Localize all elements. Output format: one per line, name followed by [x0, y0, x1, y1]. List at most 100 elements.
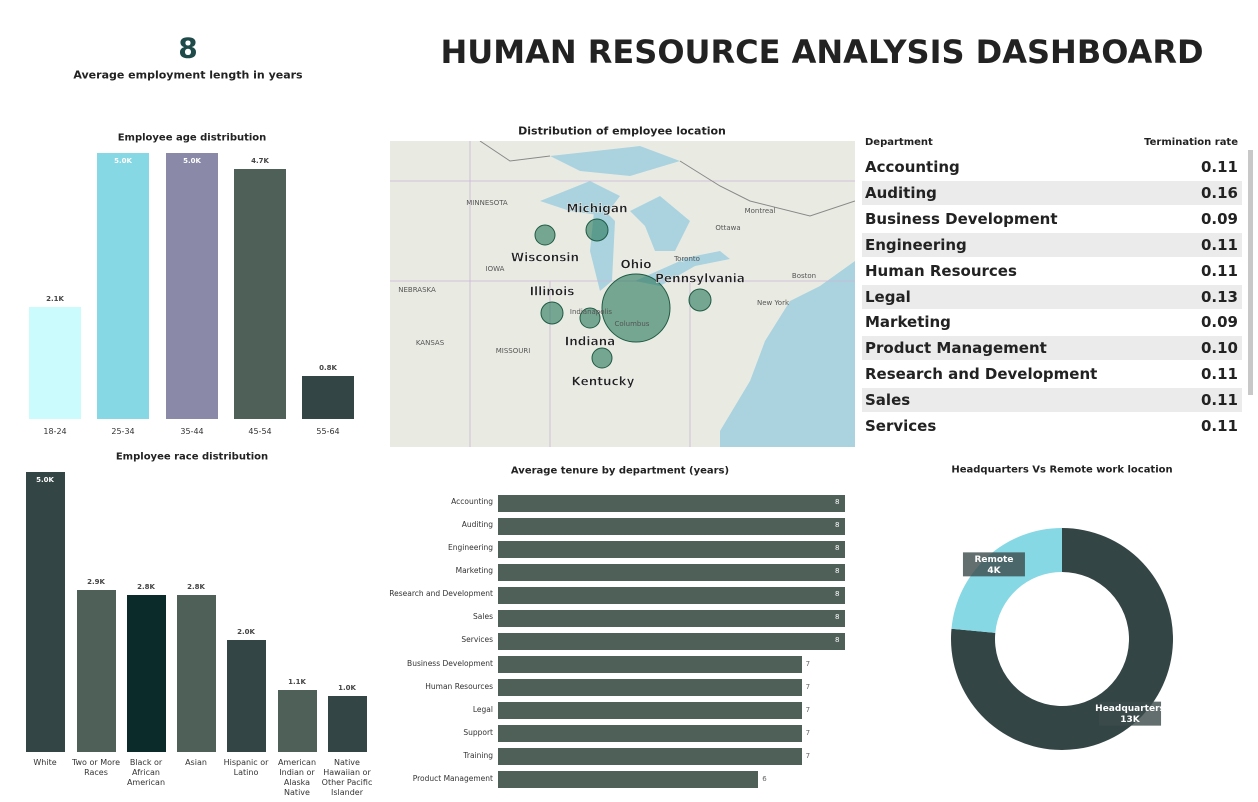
scrollbar[interactable] [1248, 150, 1253, 395]
data-label: 5.0K [183, 157, 201, 165]
bar [25, 472, 65, 752]
bar [97, 153, 149, 419]
chart-title: Average tenure by department (years) [510, 465, 730, 477]
data-label: 7 [805, 659, 811, 668]
map-label: Wisconsin [511, 251, 579, 265]
bar [498, 563, 845, 581]
table-cell: Business Development [865, 209, 1058, 228]
chart-title: Headquarters Vs Remote work location [951, 464, 1173, 476]
map-title: Distribution of employee location [518, 124, 726, 138]
data-label: 2.1K [46, 295, 64, 304]
bar [166, 153, 218, 419]
bar [176, 595, 216, 752]
table-cell: 0.11 [1200, 417, 1238, 435]
table-cell: Legal [865, 287, 911, 306]
donut-slice [951, 528, 1062, 633]
map-label: Kentucky [572, 375, 635, 389]
data-label: 5.0K [36, 476, 54, 484]
data-label: 7 [805, 751, 811, 760]
bar [498, 632, 845, 650]
data-label: 7 [805, 682, 811, 691]
data-label: 0.8K [319, 364, 337, 373]
map-minor-label: Ottawa [715, 224, 740, 232]
table-header: Termination rate [1144, 137, 1238, 148]
x-tick-label: Native Hawaiian or Other Pacific Islande… [321, 758, 373, 797]
data-label: 5.0K [114, 157, 132, 165]
map-label: Indiana [565, 335, 615, 349]
bar [498, 494, 845, 512]
table-cell: Accounting [865, 158, 960, 176]
bar [234, 168, 286, 419]
table-cell: 0.11 [1200, 158, 1238, 176]
map-minor-label: Columbus [615, 320, 650, 328]
data-label: 2.0K [237, 628, 255, 636]
table-cell: 0.11 [1200, 235, 1238, 254]
map-label: Pennsylvania [655, 272, 745, 286]
y-tick-label: Research and Development [389, 589, 493, 599]
data-label: 7 [805, 705, 811, 714]
table-cell: 0.11 [1200, 261, 1238, 280]
map-label: Ohio [620, 258, 651, 272]
table-cell: Human Resources [865, 261, 1017, 280]
data-label: 2.8K [187, 583, 205, 592]
table-row [862, 258, 1242, 283]
bar [126, 595, 166, 752]
map-minor-label: NEBRASKA [398, 286, 436, 294]
table-cell: Product Management [865, 339, 1047, 358]
data-label: 7 [805, 728, 811, 737]
donut-slice [951, 528, 1173, 750]
x-tick-label: 35-44 [180, 427, 204, 436]
table-row [862, 284, 1242, 309]
y-tick-label: Product Management [412, 773, 493, 783]
y-tick-label: Support [463, 727, 493, 737]
table-row [862, 362, 1242, 387]
table-header: Department [865, 137, 933, 148]
bar [226, 640, 266, 752]
table-row [862, 336, 1242, 361]
bar [498, 656, 802, 674]
bar [498, 725, 802, 743]
kpi-label: Average employment length in years [73, 68, 303, 82]
table-cell: Sales [865, 391, 911, 410]
map-label: Michigan [566, 202, 627, 216]
table-row [862, 155, 1242, 179]
data-label: 1.1K [288, 678, 306, 687]
table-row [862, 414, 1242, 438]
y-tick-label: Training [463, 750, 493, 760]
location-bubbles [534, 218, 712, 369]
y-tick-label: Marketing [455, 566, 493, 576]
slice-label: Headquarters [1095, 704, 1165, 714]
x-tick-label: Asian [185, 758, 207, 767]
map-minor-label: MINNESOTA [466, 199, 508, 207]
y-tick-label: Accounting [451, 497, 493, 506]
y-tick-label: Auditing [461, 520, 493, 530]
table-cell: Marketing [865, 313, 951, 332]
table-cell: Research and Development [865, 365, 1098, 384]
data-label: 8 [835, 544, 840, 553]
table-row [862, 232, 1242, 257]
data-label: 2.8K [137, 583, 155, 592]
table-row [862, 310, 1242, 335]
data-label: 8 [835, 498, 840, 506]
slice-value: 13K [1120, 715, 1141, 725]
map-minor-label: New York [757, 299, 790, 307]
table-cell: 0.10 [1200, 339, 1238, 358]
data-label: 1.0K [338, 684, 356, 692]
bar [498, 586, 845, 604]
data-label: 6 [762, 774, 767, 783]
table-row [862, 388, 1242, 413]
x-tick-label: Two or More Races [71, 758, 121, 777]
x-tick-label: White [33, 758, 57, 767]
slice-value: 4K [987, 566, 1001, 576]
y-tick-label: Services [461, 635, 493, 645]
label-box [962, 552, 1025, 577]
data-label: 2.9K [87, 577, 105, 586]
x-tick-label: 18-24 [43, 427, 67, 436]
map-minor-label: Indianapolis [570, 308, 613, 316]
y-tick-label: Sales [473, 612, 493, 622]
bar [498, 540, 845, 558]
map-label: Illinois [530, 285, 575, 299]
table-cell: 0.09 [1200, 313, 1238, 332]
table-cell: 0.13 [1200, 287, 1238, 306]
